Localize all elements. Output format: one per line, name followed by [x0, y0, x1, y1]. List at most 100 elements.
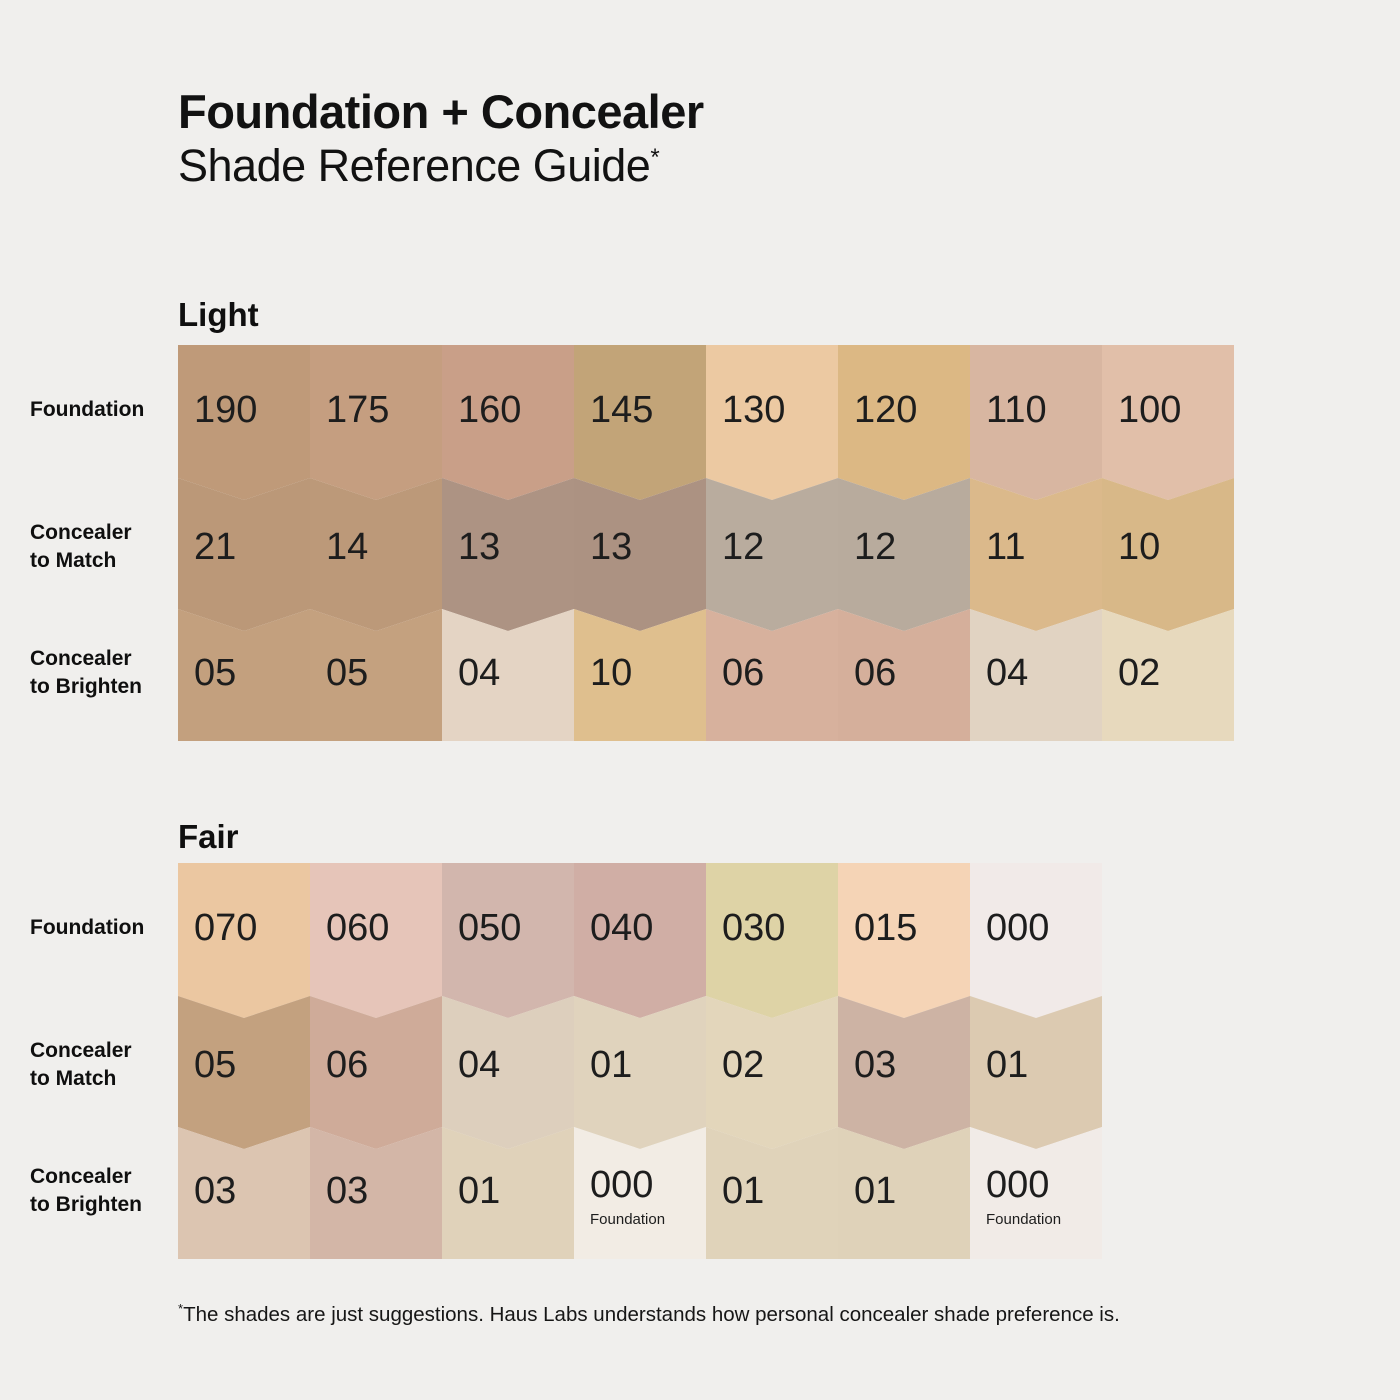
swatch-fair-foundation-060 [310, 863, 442, 1018]
swatch-light-match-10 [1102, 478, 1234, 631]
swatch-light-foundation-110 [970, 345, 1102, 500]
swatch-light-brighten-10 [574, 609, 706, 741]
swatch-light-brighten-04 [970, 609, 1102, 741]
swatch-fair-match-03 [838, 996, 970, 1149]
page-title: Foundation + Concealer [178, 85, 704, 138]
swatch-fair-match-04 [442, 996, 574, 1149]
swatch-sublabel-fair-6: Foundation [986, 1211, 1062, 1228]
swatch-fair-brighten-01 [442, 1127, 574, 1259]
swatch-label-light-brighten-6: 04 [986, 652, 1029, 694]
swatch-label-light-match-4: 12 [722, 526, 765, 568]
swatch-light-foundation-100 [1102, 345, 1234, 500]
swatch-label-fair-match-1: 06 [326, 1044, 369, 1086]
swatch-fair-match-02 [706, 996, 838, 1149]
swatch-sublabel-fair-3: Foundation [590, 1211, 666, 1228]
swatch-label-fair-foundation-4: 030 [722, 907, 786, 949]
swatch-label-fair-foundation-1: 060 [326, 907, 390, 949]
page-subtitle: Shade Reference Guide* [178, 140, 660, 192]
swatch-label-light-foundation-0: 190 [194, 389, 258, 431]
swatch-label-fair-brighten-1: 03 [326, 1170, 369, 1212]
swatch-label-light-brighten-2: 04 [458, 652, 501, 694]
swatch-fair-foundation-070 [178, 863, 310, 1018]
swatch-label-light-foundation-4: 130 [722, 389, 786, 431]
page-subtitle-text: Shade Reference Guide [178, 140, 651, 191]
swatch-fair-brighten-000 [574, 1127, 706, 1259]
row-label-fair-match: Concealer to Match [30, 1039, 132, 1090]
row-label-light-match: Concealer to Match [30, 521, 132, 572]
footnote-asterisk: * [178, 1301, 184, 1317]
swatch-label-light-foundation-2: 160 [458, 389, 522, 431]
row-label-light-brighten: Concealer to Brighten [30, 647, 142, 698]
swatch-label-light-foundation-7: 100 [1118, 389, 1182, 431]
footnote-text: The shades are just suggestions. Haus La… [183, 1303, 1120, 1326]
swatch-fair-foundation-015 [838, 863, 970, 1018]
swatch-label-light-foundation-6: 110 [986, 389, 1047, 431]
swatch-label-light-foundation-5: 120 [854, 389, 918, 431]
swatch-light-foundation-130 [706, 345, 838, 500]
swatch-fair-brighten-01 [706, 1127, 838, 1259]
swatch-light-foundation-190 [178, 345, 310, 500]
swatch-light-foundation-160 [442, 345, 574, 500]
swatch-label-fair-brighten-3: 000 Foundation [590, 1164, 666, 1228]
swatch-label-light-match-3: 13 [590, 526, 633, 568]
swatch-label-light-match-5: 12 [854, 526, 897, 568]
row-label-light-foundation: Foundation [30, 398, 145, 421]
swatch-fair-brighten-03 [310, 1127, 442, 1259]
swatch-light-match-12 [838, 478, 970, 631]
swatch-fair-foundation-030 [706, 863, 838, 1018]
subtitle-asterisk: * [650, 144, 660, 171]
swatch-label-fair-brighten-6: 000 Foundation [986, 1164, 1062, 1228]
swatch-label-fair-match-3: 01 [590, 1044, 633, 1086]
swatch-label-fair-foundation-5: 015 [854, 907, 918, 949]
swatch-fair-brighten-03 [178, 1127, 310, 1259]
swatch-fair-brighten-000 [970, 1127, 1102, 1259]
swatch-label-fair-match-5: 03 [854, 1044, 897, 1086]
swatch-label-light-brighten-5: 06 [854, 652, 897, 694]
swatch-light-match-13 [574, 478, 706, 631]
swatch-light-brighten-06 [706, 609, 838, 741]
row-label-fair-foundation: Foundation [30, 916, 145, 939]
swatch-light-match-12 [706, 478, 838, 631]
swatch-fair-brighten-01 [838, 1127, 970, 1259]
swatch-label-fair-brighten-4: 01 [722, 1170, 765, 1212]
swatch-grid-light: 190 175 160 145 130 120 110 100 21 14 13 13 12 12 11 10… [178, 345, 1234, 741]
swatch-light-brighten-06 [838, 609, 970, 741]
swatch-fair-match-01 [574, 996, 706, 1149]
swatch-light-match-21 [178, 478, 310, 631]
swatch-label-light-brighten-7: 02 [1118, 652, 1161, 694]
swatch-light-match-11 [970, 478, 1102, 631]
swatch-label-light-match-2: 13 [458, 526, 501, 568]
swatch-label-fair-foundation-6: 000 [986, 907, 1050, 949]
swatch-label-light-brighten-1: 05 [326, 652, 369, 694]
swatch-label-fair-match-2: 04 [458, 1044, 501, 1086]
swatch-label-light-brighten-4: 06 [722, 652, 765, 694]
swatch-fair-foundation-000 [970, 863, 1102, 1018]
swatch-label-fair-match-4: 02 [722, 1044, 765, 1086]
swatch-light-match-13 [442, 478, 574, 631]
swatch-fair-match-01 [970, 996, 1102, 1149]
swatch-fair-foundation-040 [574, 863, 706, 1018]
swatch-label-fair-match-6: 01 [986, 1044, 1029, 1086]
section-heading-fair: Fair [178, 818, 239, 855]
swatch-light-brighten-05 [310, 609, 442, 741]
swatch-label-light-foundation-3: 145 [590, 389, 654, 431]
swatch-light-foundation-175 [310, 345, 442, 500]
swatch-light-match-14 [310, 478, 442, 631]
swatch-light-brighten-04 [442, 609, 574, 741]
swatch-label-light-match-6: 11 [986, 526, 1026, 568]
swatch-label-fair-foundation-2: 050 [458, 907, 522, 949]
footnote: *The shades are just suggestions. Haus L… [178, 1301, 1120, 1327]
swatch-label-fair-match-0: 05 [194, 1044, 237, 1086]
row-label-fair-brighten: Concealer to Brighten [30, 1165, 142, 1216]
swatch-label-fair-foundation-0: 070 [194, 907, 258, 949]
swatch-label-light-match-1: 14 [326, 526, 369, 568]
swatch-label-fair-brighten-5: 01 [854, 1170, 897, 1212]
swatch-label-light-brighten-0: 05 [194, 652, 237, 694]
swatch-label-light-brighten-3: 10 [590, 652, 633, 694]
swatch-label-light-foundation-1: 175 [326, 389, 390, 431]
swatch-grid-fair: 070 060 050 040 030 015 000 05 06 04 01 02 03 01 03 03 0… [178, 863, 1102, 1259]
swatch-fair-match-06 [310, 996, 442, 1149]
swatch-label-light-match-0: 21 [194, 526, 237, 568]
swatch-light-foundation-120 [838, 345, 970, 500]
